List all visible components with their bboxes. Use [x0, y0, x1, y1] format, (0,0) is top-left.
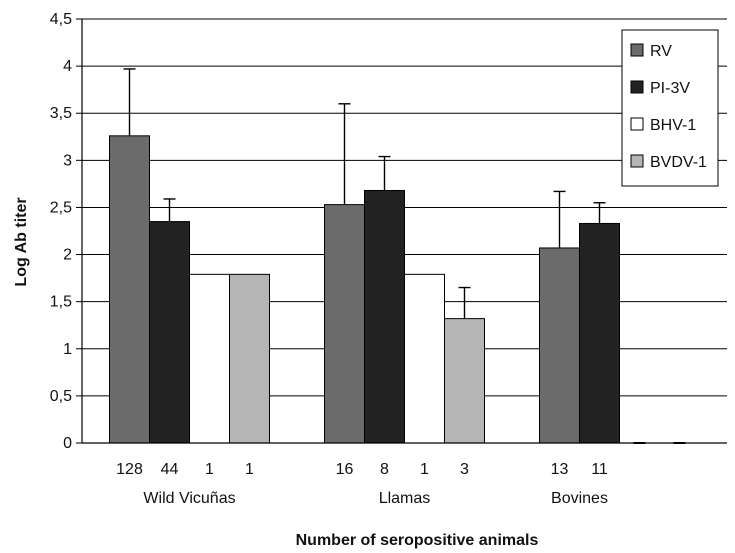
- bar-rv: [324, 204, 365, 444]
- bar-bvdv-1: [229, 273, 270, 444]
- y-tick-label: 1: [63, 341, 72, 358]
- legend-swatch: [630, 43, 644, 57]
- y-tick-label: 2: [63, 247, 72, 264]
- count-label: 8: [380, 461, 389, 478]
- bar-bhv-1: [404, 273, 445, 444]
- count-label: 1: [205, 461, 214, 478]
- y-tick-label: 4,5: [50, 11, 72, 28]
- y-tick-label: 0,5: [50, 388, 72, 405]
- y-tick-label: 4: [63, 58, 72, 75]
- bar-rv: [109, 135, 150, 444]
- category-labels: Wild Vicuñas Llamas Bovines: [143, 490, 608, 507]
- category-label: Bovines: [551, 490, 608, 507]
- legend: RV PI-3V BHV-1 BVDV-1: [621, 29, 719, 187]
- bar-bhv-1: [189, 273, 230, 444]
- count-label: 1: [245, 461, 254, 478]
- y-tick-label: 2,5: [50, 199, 72, 216]
- bar-pi-3v: [364, 189, 405, 444]
- count-label: 13: [551, 461, 569, 478]
- count-label: 128: [116, 461, 143, 478]
- legend-swatch: [630, 80, 644, 94]
- legend-label: RV: [650, 43, 672, 60]
- bars: [109, 135, 686, 444]
- error-bars: [123, 68, 606, 319]
- bar-bvdv-1: [444, 318, 485, 444]
- bar-rv: [539, 247, 580, 444]
- y-axis-ticks: 0 0,5 1 1,5 2 2,5 3 3,5 4 4,5: [50, 11, 82, 452]
- category-label: Llamas: [379, 490, 431, 507]
- y-tick-label: 3,5: [50, 105, 72, 122]
- legend-label: BHV-1: [650, 117, 696, 134]
- legend-label: BVDV-1: [650, 154, 707, 171]
- y-tick-label: 1,5: [50, 294, 72, 311]
- legend-label: PI-3V: [650, 80, 690, 97]
- legend-swatch: [630, 154, 644, 168]
- count-labels: 128 44 1 1 16 8 1 3 13 11: [116, 461, 608, 478]
- x-axis-title: Number of seropositive animals: [296, 532, 539, 549]
- y-tick-label: 3: [63, 152, 72, 169]
- bar-pi-3v: [149, 221, 190, 444]
- axes: [81, 19, 727, 444]
- y-tick-label: 0: [63, 435, 72, 452]
- count-label: 16: [336, 461, 354, 478]
- count-label: 11: [591, 461, 608, 478]
- count-label: 44: [161, 461, 179, 478]
- category-label: Wild Vicuñas: [143, 490, 235, 507]
- count-label: 1: [420, 461, 429, 478]
- legend-swatch: [630, 117, 644, 131]
- y-axis-title: Log Ab titer: [13, 197, 30, 286]
- count-label: 3: [460, 461, 469, 478]
- bar-pi-3v: [579, 222, 620, 444]
